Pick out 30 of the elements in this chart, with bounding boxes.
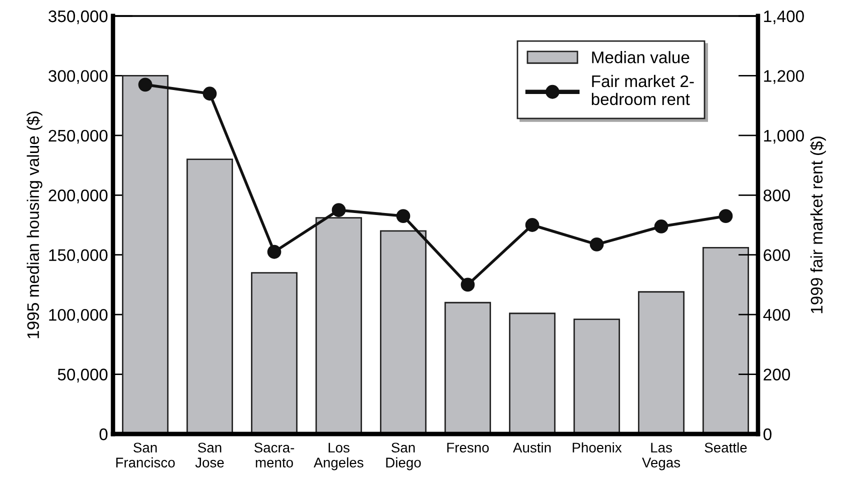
x-tick-label: Sacra- mento (254, 442, 294, 468)
y2-tick-label: 1,200 (764, 70, 804, 84)
y2-tick-label: 0 (764, 428, 772, 440)
x-tick-label: San Jose (195, 442, 224, 468)
y-tick-label: 350,000 (48, 10, 108, 24)
x-tick-label: Seattle (704, 442, 747, 453)
y2-tick-label: 1,400 (764, 10, 804, 24)
x-tick-label: Fresno (447, 442, 489, 453)
y-tick-label: 0 (100, 428, 108, 440)
y-tick-label: 200,000 (48, 190, 108, 204)
legend-label: Median value (592, 51, 690, 64)
y-axis-title: 1995 median housing value ($) (26, 112, 42, 338)
y2-tick-label: 400 (763, 308, 790, 321)
y-tick-label: 150,000 (49, 249, 108, 264)
y2-tick-label: 200 (764, 368, 790, 380)
x-tick-label: Las Vegas (642, 442, 680, 470)
x-tick-label: Los Angeles (314, 442, 364, 470)
y-tick-label: 50,000 (58, 368, 108, 382)
y2-tick-label: 600 (764, 249, 790, 262)
x-tick-label: San Francisco (116, 442, 175, 468)
y2-tick-label: 1,000 (764, 130, 804, 144)
y2-axis-title: 1999 fair market rent ($) (810, 136, 826, 314)
x-tick-label: Austin (512, 442, 551, 453)
y-tick-label: 250,000 (48, 130, 108, 144)
x-tick-label: San Diego (386, 442, 421, 470)
y-tick-label: 300,000 (48, 70, 108, 84)
x-tick-label: Phoenix (572, 442, 622, 453)
y-tick-label: 100,000 (49, 308, 108, 323)
y2-tick-label: 800 (764, 190, 790, 202)
legend-label: Fair market 2- bedroom rent (592, 74, 694, 106)
